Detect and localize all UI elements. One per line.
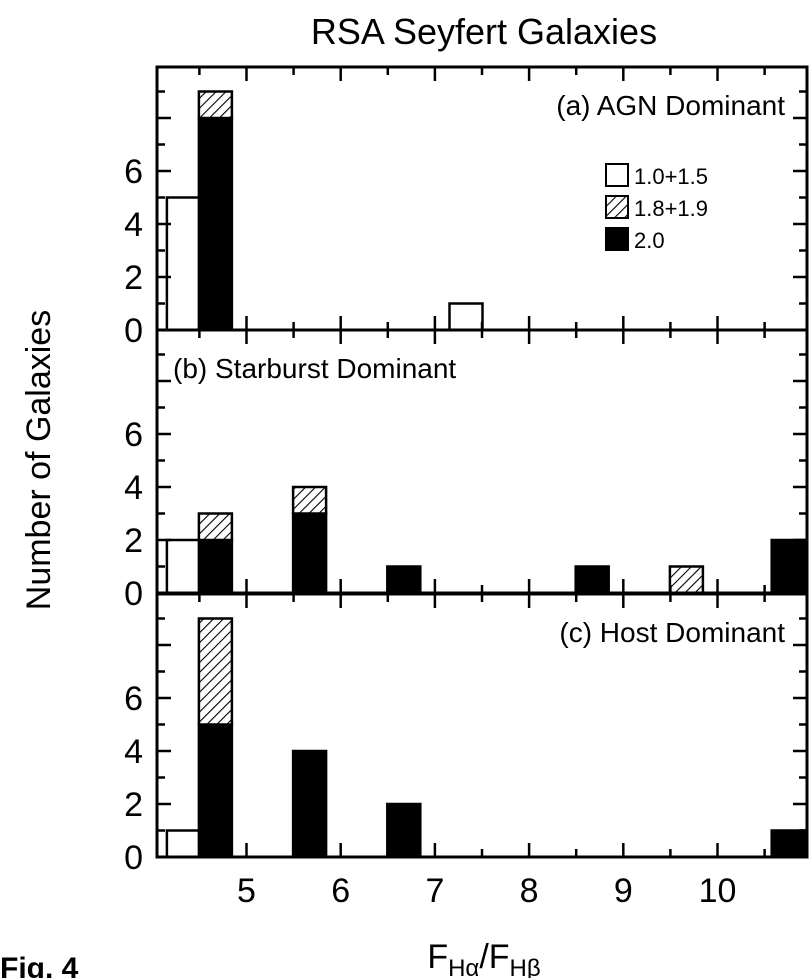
xtick-label-6: 6 (331, 872, 350, 910)
bar-p2-6-t18 (668, 565, 705, 595)
panel-1: 0 2 4 6 (a) AGN Dominant (124, 65, 809, 350)
legend-swatch-t18 (605, 195, 629, 219)
ytick-label-p3-0: 0 (124, 839, 143, 877)
bar-p1-3-t1 (448, 302, 484, 332)
xtick-label-9: 9 (614, 872, 633, 910)
panel-3: 0 2 4 6 (c) Host Dominant (124, 592, 809, 877)
ytick-label-p1-6: 6 (124, 153, 143, 191)
ytick-label-p3-2: 2 (124, 786, 143, 824)
bar-p3-3-t2 (291, 749, 328, 859)
bar-p1-1-t1 (165, 196, 202, 332)
ytick-label-p3-6: 6 (124, 680, 143, 718)
ytick-label-p1-0: 0 (124, 312, 143, 350)
legend-label-t18: 1.8+1.9 (634, 196, 708, 221)
x-axis-label-main: F (427, 938, 448, 976)
x-axis-label-sub-beta: Hβ (510, 955, 541, 978)
legend: 1.0+1.5 1.8+1.9 2.0 (605, 163, 708, 253)
x-axis-label: FHα/FHβ (427, 938, 540, 978)
xtick-label-10: 10 (699, 872, 737, 910)
xtick-label-5: 5 (237, 872, 256, 910)
bar-p2-3-t2 (291, 512, 328, 595)
legend-label-t1: 1.0+1.5 (634, 164, 708, 189)
ytick-label-p2-0: 0 (124, 575, 143, 613)
bar-p2-2-t2 (197, 538, 234, 595)
figure-label: Fig. 4 (0, 952, 79, 978)
bar-p1-2-t2 (197, 116, 234, 332)
chart-title: RSA Seyfert Galaxies (311, 11, 657, 52)
bar-p1-2-t18 (197, 90, 234, 120)
bar-p3-2-t18 (197, 617, 234, 726)
xtick-label-7: 7 (425, 872, 444, 910)
y-axis-label: Number of Galaxies (20, 310, 58, 610)
x-axis-label-slash: /F (479, 938, 509, 976)
ytick-label-p1-2: 2 (124, 259, 143, 297)
bar-p3-4-t2 (386, 802, 422, 859)
x-axis-label-sub-alpha: Hα (448, 955, 479, 978)
bar-p2-3-t18 (291, 485, 328, 515)
bar-p2-2-t18 (197, 512, 234, 542)
legend-swatch-t2 (605, 227, 629, 251)
legend-label-t2: 2.0 (634, 228, 665, 253)
panel-label-1: (a) AGN Dominant (556, 90, 785, 121)
xtick-label-8: 8 (520, 872, 539, 910)
bar-p2-1-t1 (165, 538, 202, 595)
panel-label-3: (c) Host Dominant (559, 617, 785, 648)
bar-p3-2-t2 (197, 723, 234, 859)
bar-p2-5-t2 (574, 565, 610, 595)
x-tick-labels: 5 6 7 8 9 10 (237, 872, 736, 910)
ytick-label-p2-4: 4 (124, 469, 143, 507)
bar-p3-1-t1 (165, 829, 202, 859)
ytick-label-p1-4: 4 (124, 206, 143, 244)
panel-label-2: (b) Starburst Dominant (173, 353, 456, 384)
bar-p3-5-t2 (770, 829, 806, 859)
ytick-label-p2-6: 6 (124, 416, 143, 454)
panel-2: 0 2 4 6 (b) Starburst Dominant (124, 328, 809, 613)
legend-swatch-t1 (605, 163, 629, 187)
panels-group: 0 2 4 6 (a) AGN Dominant 0 2 4 6 (b) Starburst Do… (124, 65, 809, 877)
ytick-label-p3-4: 4 (124, 733, 143, 771)
ytick-label-p2-2: 2 (124, 522, 143, 560)
bar-p2-4-t2 (386, 565, 422, 595)
